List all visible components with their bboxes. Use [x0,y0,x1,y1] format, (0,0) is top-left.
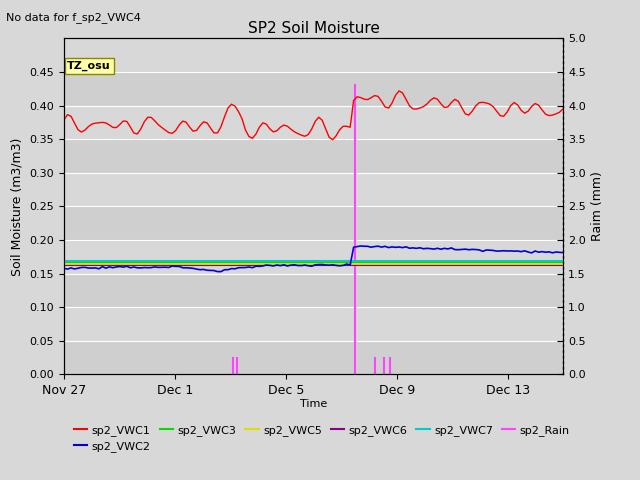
Y-axis label: Soil Moisture (m3/m3): Soil Moisture (m3/m3) [11,137,24,276]
Legend: sp2_VWC1, sp2_VWC2, sp2_VWC3, sp2_VWC5, sp2_VWC6, sp2_VWC7, sp2_Rain: sp2_VWC1, sp2_VWC2, sp2_VWC3, sp2_VWC5, … [70,420,574,456]
Bar [64,341,563,374]
Bar [64,139,563,173]
Text: No data for f_sp2_VWC4: No data for f_sp2_VWC4 [6,12,141,23]
Y-axis label: Raim (mm): Raim (mm) [591,171,604,241]
Bar [64,274,563,307]
Bar [64,206,563,240]
X-axis label: Time: Time [300,398,327,408]
Title: SP2 Soil Moisture: SP2 Soil Moisture [248,21,380,36]
Text: TZ_osu: TZ_osu [67,60,111,71]
Bar [64,72,563,106]
